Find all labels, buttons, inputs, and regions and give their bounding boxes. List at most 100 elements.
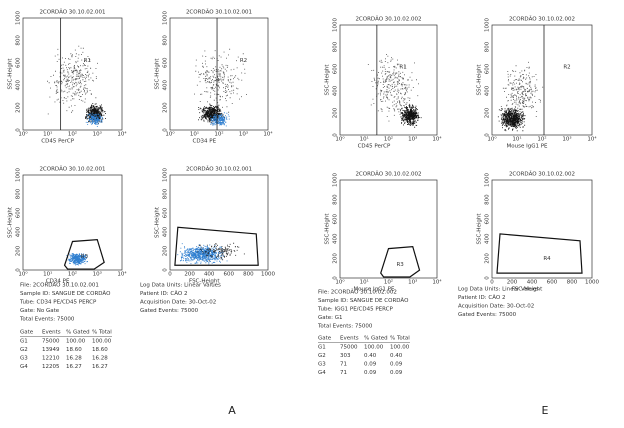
x-tick-label: 800 <box>243 272 254 278</box>
y-tick-label: 600 <box>163 57 169 68</box>
y-tick-label: 200 <box>16 245 22 256</box>
x-tick-label: 400 <box>527 280 538 286</box>
table-cell: G1 <box>20 339 28 345</box>
y-tick-label: 400 <box>333 233 339 244</box>
y-tick-label: 0 <box>333 276 339 280</box>
y-axis-label: SSC-Height <box>477 64 483 96</box>
y-tick-label: 0 <box>485 276 491 280</box>
table-cell: 0.09 <box>364 362 377 368</box>
y-axis-label: SSC-Height <box>155 58 161 90</box>
info-line: Log Data Units: Linear Values <box>458 287 539 293</box>
region-label: R4 <box>543 256 551 262</box>
panel-label: A <box>228 404 236 417</box>
y-axis-label: SSC-Height <box>325 64 331 96</box>
info-line: File: 2CORDÃO 30.10.02.001 <box>20 282 99 289</box>
plot-frame <box>169 174 269 271</box>
x-tick-label: 10¹ <box>360 136 369 143</box>
plot-title: 2CORDÃO 30.10.02.002 <box>509 171 575 178</box>
plot-title: 2CORDÃO 30.10.02.001 <box>186 166 252 173</box>
x-tick-label: 800 <box>567 280 578 286</box>
x-tick-label: 0 <box>490 280 494 286</box>
x-tick-label: 10⁴ <box>587 136 597 143</box>
region-label: R2 <box>240 58 247 64</box>
y-tick-label: 600 <box>333 213 339 224</box>
table-cell: G4 <box>20 364 28 370</box>
gate-region <box>380 246 421 278</box>
y-tick-label: 400 <box>485 85 491 96</box>
info-line: Gated Events: 75000 <box>458 312 517 318</box>
table-header: Events <box>42 330 61 336</box>
plot-frame <box>339 24 438 136</box>
table-cell: 13949 <box>42 347 60 353</box>
x-tick-label: 1000 <box>261 272 275 278</box>
dot-cloud <box>66 253 88 266</box>
y-tick-label: 0 <box>16 268 22 272</box>
table-cell: 100.00 <box>364 345 384 351</box>
table-cell: 71 <box>340 362 347 368</box>
table-cell: 100.00 <box>92 339 112 345</box>
y-tick-label: 600 <box>16 207 22 218</box>
info-line: Gated Events: 75000 <box>140 308 199 314</box>
x-tick-label: 600 <box>547 280 558 286</box>
dot-cloud <box>210 112 230 127</box>
x-tick-label: 10³ <box>408 136 417 143</box>
y-tick-label: 1000 <box>16 168 22 182</box>
y-tick-label: 400 <box>333 85 339 96</box>
y-tick-label: 400 <box>163 226 169 237</box>
y-tick-label: 600 <box>485 213 491 224</box>
x-axis-label: CD34 PE <box>46 279 70 285</box>
dot-cloud <box>400 103 422 128</box>
table-cell: 18.60 <box>66 347 82 353</box>
y-axis-label: SSC-Height <box>477 213 483 245</box>
info-line: Gate: G1 <box>318 315 343 321</box>
y-tick-label: 200 <box>485 253 491 264</box>
table-cell: G3 <box>318 362 326 368</box>
dot-cloud <box>198 103 225 125</box>
table-cell: 0.09 <box>390 362 403 368</box>
table-cell: G3 <box>20 356 28 362</box>
y-tick-label: 200 <box>16 102 22 113</box>
x-tick-label: 10⁴ <box>117 271 127 278</box>
info-line: Acquisition Date: 30-Oct-02 <box>458 304 534 310</box>
y-tick-label: 800 <box>333 194 339 205</box>
region-label: R3 <box>396 262 404 268</box>
panel-label: E <box>542 404 549 417</box>
gate-region <box>174 226 259 266</box>
y-tick-label: 1000 <box>333 18 339 32</box>
info-line: Total Events: 75000 <box>317 324 373 330</box>
region-label: R1 <box>399 64 406 70</box>
y-tick-label: 0 <box>485 133 491 137</box>
table-header: Gate <box>318 336 332 342</box>
table-cell: 75000 <box>42 339 60 345</box>
x-tick-label: 10³ <box>93 271 102 278</box>
x-tick-label: 10⁴ <box>432 279 442 286</box>
x-tick-label: 10² <box>384 136 393 143</box>
x-tick-label: 10⁰ <box>335 279 345 286</box>
table-cell: 16.28 <box>66 356 82 362</box>
plot-title: 2CORDÃO 30.10.02.002 <box>509 16 575 23</box>
table-header: % Total <box>92 330 112 336</box>
x-tick-label: 10² <box>384 279 393 286</box>
info-line: Tube: IGG1 PE/CD45 PERCP <box>317 307 394 313</box>
x-axis-label: CD45 PerCP <box>358 144 391 150</box>
table-cell: G2 <box>20 347 28 353</box>
y-tick-label: 200 <box>485 107 491 118</box>
plot-frame <box>491 179 593 279</box>
x-tick-label: 10³ <box>562 136 571 143</box>
gate-region <box>63 238 105 270</box>
x-axis-label: CD45 PerCP <box>41 139 74 145</box>
region-label: R3 <box>81 254 89 260</box>
y-tick-label: 200 <box>333 107 339 118</box>
y-tick-label: 600 <box>485 63 491 74</box>
info-line: Gate: No Gate <box>20 308 60 314</box>
x-axis-label: CD34 PE <box>192 139 216 145</box>
table-header: % Gated <box>66 330 90 336</box>
y-tick-label: 0 <box>16 128 22 132</box>
table-cell: 303 <box>340 353 351 359</box>
y-tick-label: 800 <box>16 35 22 46</box>
info-line: Sample ID: SANGUE DE CORDÃO <box>20 290 111 297</box>
y-tick-label: 200 <box>163 102 169 113</box>
x-tick-label: 10¹ <box>43 131 52 138</box>
y-tick-label: 1000 <box>485 173 491 187</box>
x-tick-label: 400 <box>204 272 215 278</box>
